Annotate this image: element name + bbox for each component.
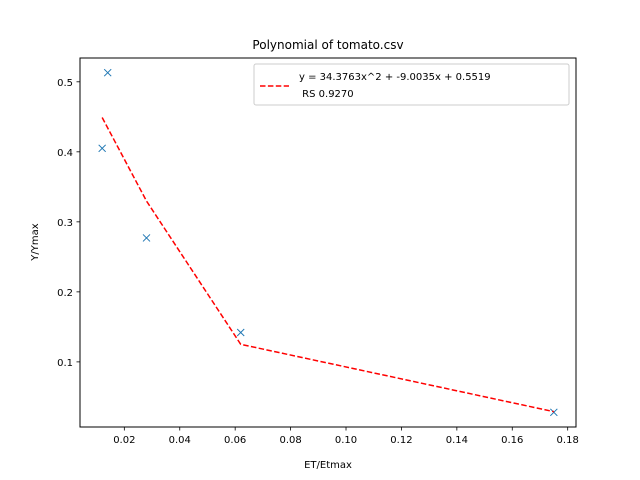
data-point bbox=[549, 408, 558, 417]
data-point bbox=[98, 144, 107, 153]
y-axis-ticks: 0.1 0.2 0.3 0.4 0.5 bbox=[57, 78, 80, 369]
legend-box bbox=[253, 63, 570, 106]
legend: y = 34.3763x^2 + -9.0035x + 0.5519 RS 0.… bbox=[253, 63, 570, 106]
y-tick-label: 0.4 bbox=[57, 148, 73, 159]
plot-area bbox=[80, 58, 576, 427]
data-point bbox=[236, 328, 245, 337]
x-tick-label: 0.02 bbox=[113, 435, 135, 446]
legend-entry-fit-line-r2: RS 0.9270 bbox=[299, 89, 354, 100]
x-axis-ticks: 0.02 0.04 0.06 0.08 0.10 0.12 0.14 0.16 0.18 bbox=[113, 427, 579, 446]
x-tick-label: 0.10 bbox=[335, 435, 357, 446]
chart-title: Polynomial of tomato.csv bbox=[252, 38, 403, 52]
x-tick-label: 0.14 bbox=[446, 435, 468, 446]
data-point bbox=[103, 68, 112, 77]
x-tick-label: 0.12 bbox=[390, 435, 412, 446]
data-point bbox=[142, 234, 151, 242]
x-tick-label: 0.18 bbox=[557, 435, 579, 446]
y-tick-label: 0.5 bbox=[57, 78, 73, 89]
x-axis-label: ET/Etmax bbox=[304, 460, 352, 471]
plot-frame bbox=[79, 57, 577, 428]
y-tick-label: 0.3 bbox=[57, 218, 73, 229]
x-tick-label: 0.04 bbox=[169, 435, 191, 446]
y-tick-label: 0.1 bbox=[57, 358, 73, 369]
y-tick-label: 0.2 bbox=[57, 288, 73, 299]
plot-marks bbox=[98, 68, 558, 417]
x-tick-label: 0.16 bbox=[501, 435, 523, 446]
x-tick-label: 0.06 bbox=[224, 435, 246, 446]
x-tick-label: 0.08 bbox=[279, 435, 301, 446]
legend-entry-fit-line: y = 34.3763x^2 + -9.0035x + 0.5519 bbox=[299, 72, 491, 83]
y-axis-label: Y/Ymax bbox=[30, 223, 41, 261]
